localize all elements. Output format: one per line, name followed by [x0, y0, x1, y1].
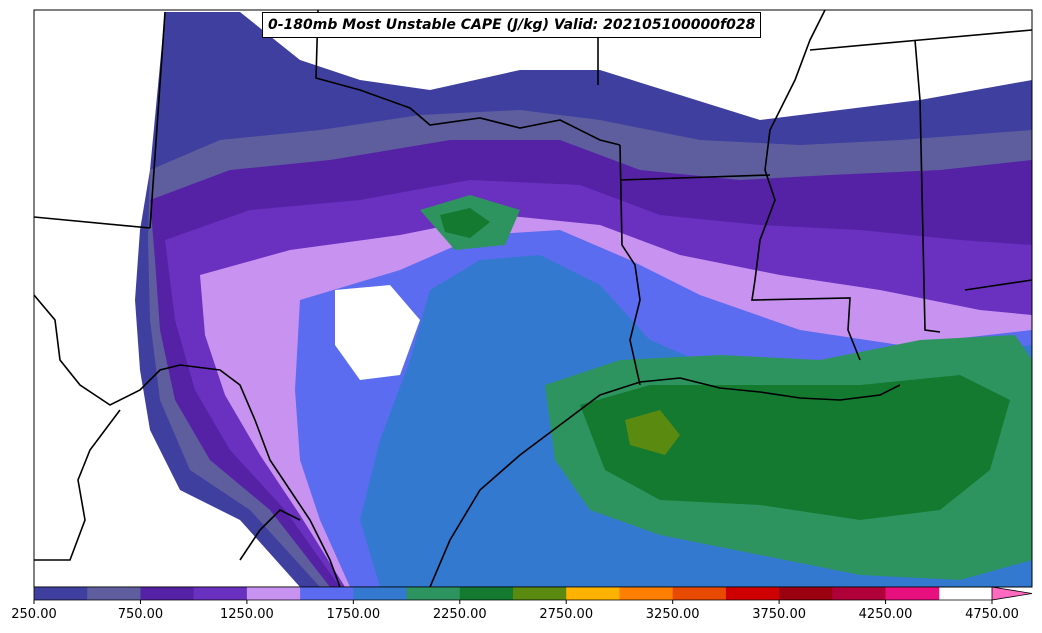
state-boundary-tn-north	[809, 29, 1032, 51]
colorbar-segment	[300, 587, 354, 600]
colorbar-segment	[353, 587, 408, 600]
colorbar-extend-arrow	[991, 586, 1033, 601]
coastline-gulf	[429, 377, 901, 587]
state-boundary-tx-la	[619, 144, 641, 386]
colorbar-segment	[725, 587, 780, 600]
boundary-layer	[34, 10, 1032, 587]
colorbar-segment	[459, 587, 514, 600]
colorbar-segment	[513, 587, 567, 600]
colorbar-tick-label: 4250.00	[858, 607, 913, 622]
colorbar-tick-label: 1750.00	[326, 607, 381, 622]
colorbar-tick-label: 2250.00	[432, 607, 487, 622]
colorbar-segment	[832, 587, 887, 600]
cape-fill-layer	[135, 12, 1032, 587]
no-cape-gap-west	[335, 285, 420, 380]
colorbar-outline	[33, 586, 992, 601]
state-boundary-nm-tx	[34, 216, 151, 229]
cape-region-2500	[625, 410, 680, 455]
colorbar-segment	[885, 587, 940, 600]
colorbar-segment	[246, 587, 301, 600]
colorbar-segment	[619, 587, 674, 600]
colorbar-segment	[140, 587, 195, 600]
colorbar-segment	[193, 587, 248, 600]
border-rio-grande	[34, 294, 341, 587]
colorbar-segment	[34, 587, 88, 600]
state-boundary-ar	[619, 174, 771, 181]
colorbar-tick-label: 2750.00	[539, 607, 594, 622]
cape-region-2250-north	[440, 208, 490, 238]
colorbar-segment	[87, 587, 141, 600]
state-boundary-ms-al	[914, 39, 941, 333]
border-mexico-west	[34, 409, 121, 561]
river-mississippi	[751, 10, 861, 361]
state-boundary-ok-tx	[149, 11, 166, 229]
colorbar-segment	[779, 587, 833, 600]
colorbar-tick-label: 250.00	[11, 607, 57, 622]
colorbar-tick-label: 750.00	[117, 607, 164, 622]
colorbar-segment	[406, 587, 461, 600]
state-boundary-red-river	[315, 10, 621, 146]
colorbar-tick-label: 3750.00	[752, 607, 806, 622]
colorbar-segment	[566, 587, 620, 600]
colorbar-tick-label: 3250.00	[645, 607, 700, 622]
colorbar-segment	[672, 587, 727, 600]
colorbar-tick-label: 4750.00	[965, 607, 1019, 622]
border-mexico-south	[239, 509, 301, 561]
cape-region-2250	[580, 375, 1010, 520]
colorbar-tick-label: 1250.00	[219, 607, 274, 622]
colorbar	[33, 586, 1033, 604]
map-title: 0-180mb Most Unstable CAPE (J/kg) Valid:…	[262, 12, 762, 38]
state-boundary-al-fl	[964, 279, 1032, 291]
